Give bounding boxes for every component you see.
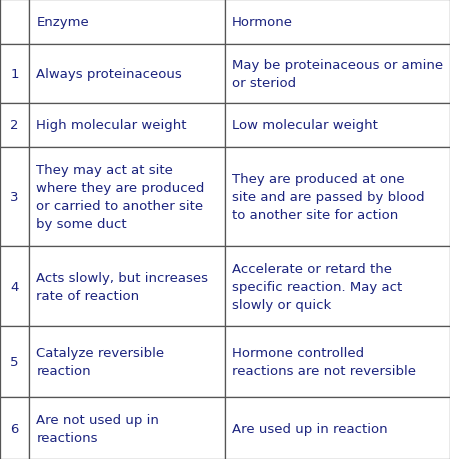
Text: Always proteinaceous: Always proteinaceous xyxy=(36,68,182,81)
Text: 4: 4 xyxy=(10,280,19,293)
Text: Are used up in reaction: Are used up in reaction xyxy=(232,422,388,435)
Text: Catalyze reversible
reaction: Catalyze reversible reaction xyxy=(36,347,165,378)
Text: 5: 5 xyxy=(10,356,19,369)
Text: Enzyme: Enzyme xyxy=(36,16,89,29)
Bar xyxy=(225,0,450,45)
Text: Are not used up in
reactions: Are not used up in reactions xyxy=(36,413,159,444)
Bar xyxy=(29,246,225,327)
Bar xyxy=(0,397,29,459)
Bar xyxy=(225,397,450,459)
Bar xyxy=(29,0,225,45)
Bar xyxy=(225,147,450,246)
Text: 1: 1 xyxy=(10,68,19,81)
Bar xyxy=(0,103,29,147)
Text: 3: 3 xyxy=(10,190,19,203)
Bar xyxy=(0,0,29,45)
Text: 2: 2 xyxy=(10,119,19,132)
Text: Hormone: Hormone xyxy=(232,16,293,29)
Bar xyxy=(0,246,29,327)
Text: High molecular weight: High molecular weight xyxy=(36,119,187,132)
Bar xyxy=(29,327,225,397)
Bar xyxy=(0,327,29,397)
Bar xyxy=(225,327,450,397)
Bar xyxy=(29,397,225,459)
Bar xyxy=(29,45,225,103)
Text: May be proteinaceous or amine
or steriod: May be proteinaceous or amine or steriod xyxy=(232,59,443,90)
Text: Acts slowly, but increases
rate of reaction: Acts slowly, but increases rate of react… xyxy=(36,271,208,302)
Text: Accelerate or retard the
specific reaction. May act
slowly or quick: Accelerate or retard the specific reacti… xyxy=(232,262,402,311)
Bar xyxy=(29,147,225,246)
Bar xyxy=(0,147,29,246)
Bar xyxy=(225,103,450,147)
Bar xyxy=(225,45,450,103)
Text: Low molecular weight: Low molecular weight xyxy=(232,119,378,132)
Bar xyxy=(0,45,29,103)
Bar xyxy=(29,103,225,147)
Text: 6: 6 xyxy=(10,422,19,435)
Text: Hormone controlled
reactions are not reversible: Hormone controlled reactions are not rev… xyxy=(232,347,416,378)
Bar xyxy=(225,246,450,327)
Text: They may act at site
where they are produced
or carried to another site
by some : They may act at site where they are prod… xyxy=(36,163,205,230)
Text: They are produced at one
site and are passed by blood
to another site for action: They are produced at one site and are pa… xyxy=(232,173,425,221)
